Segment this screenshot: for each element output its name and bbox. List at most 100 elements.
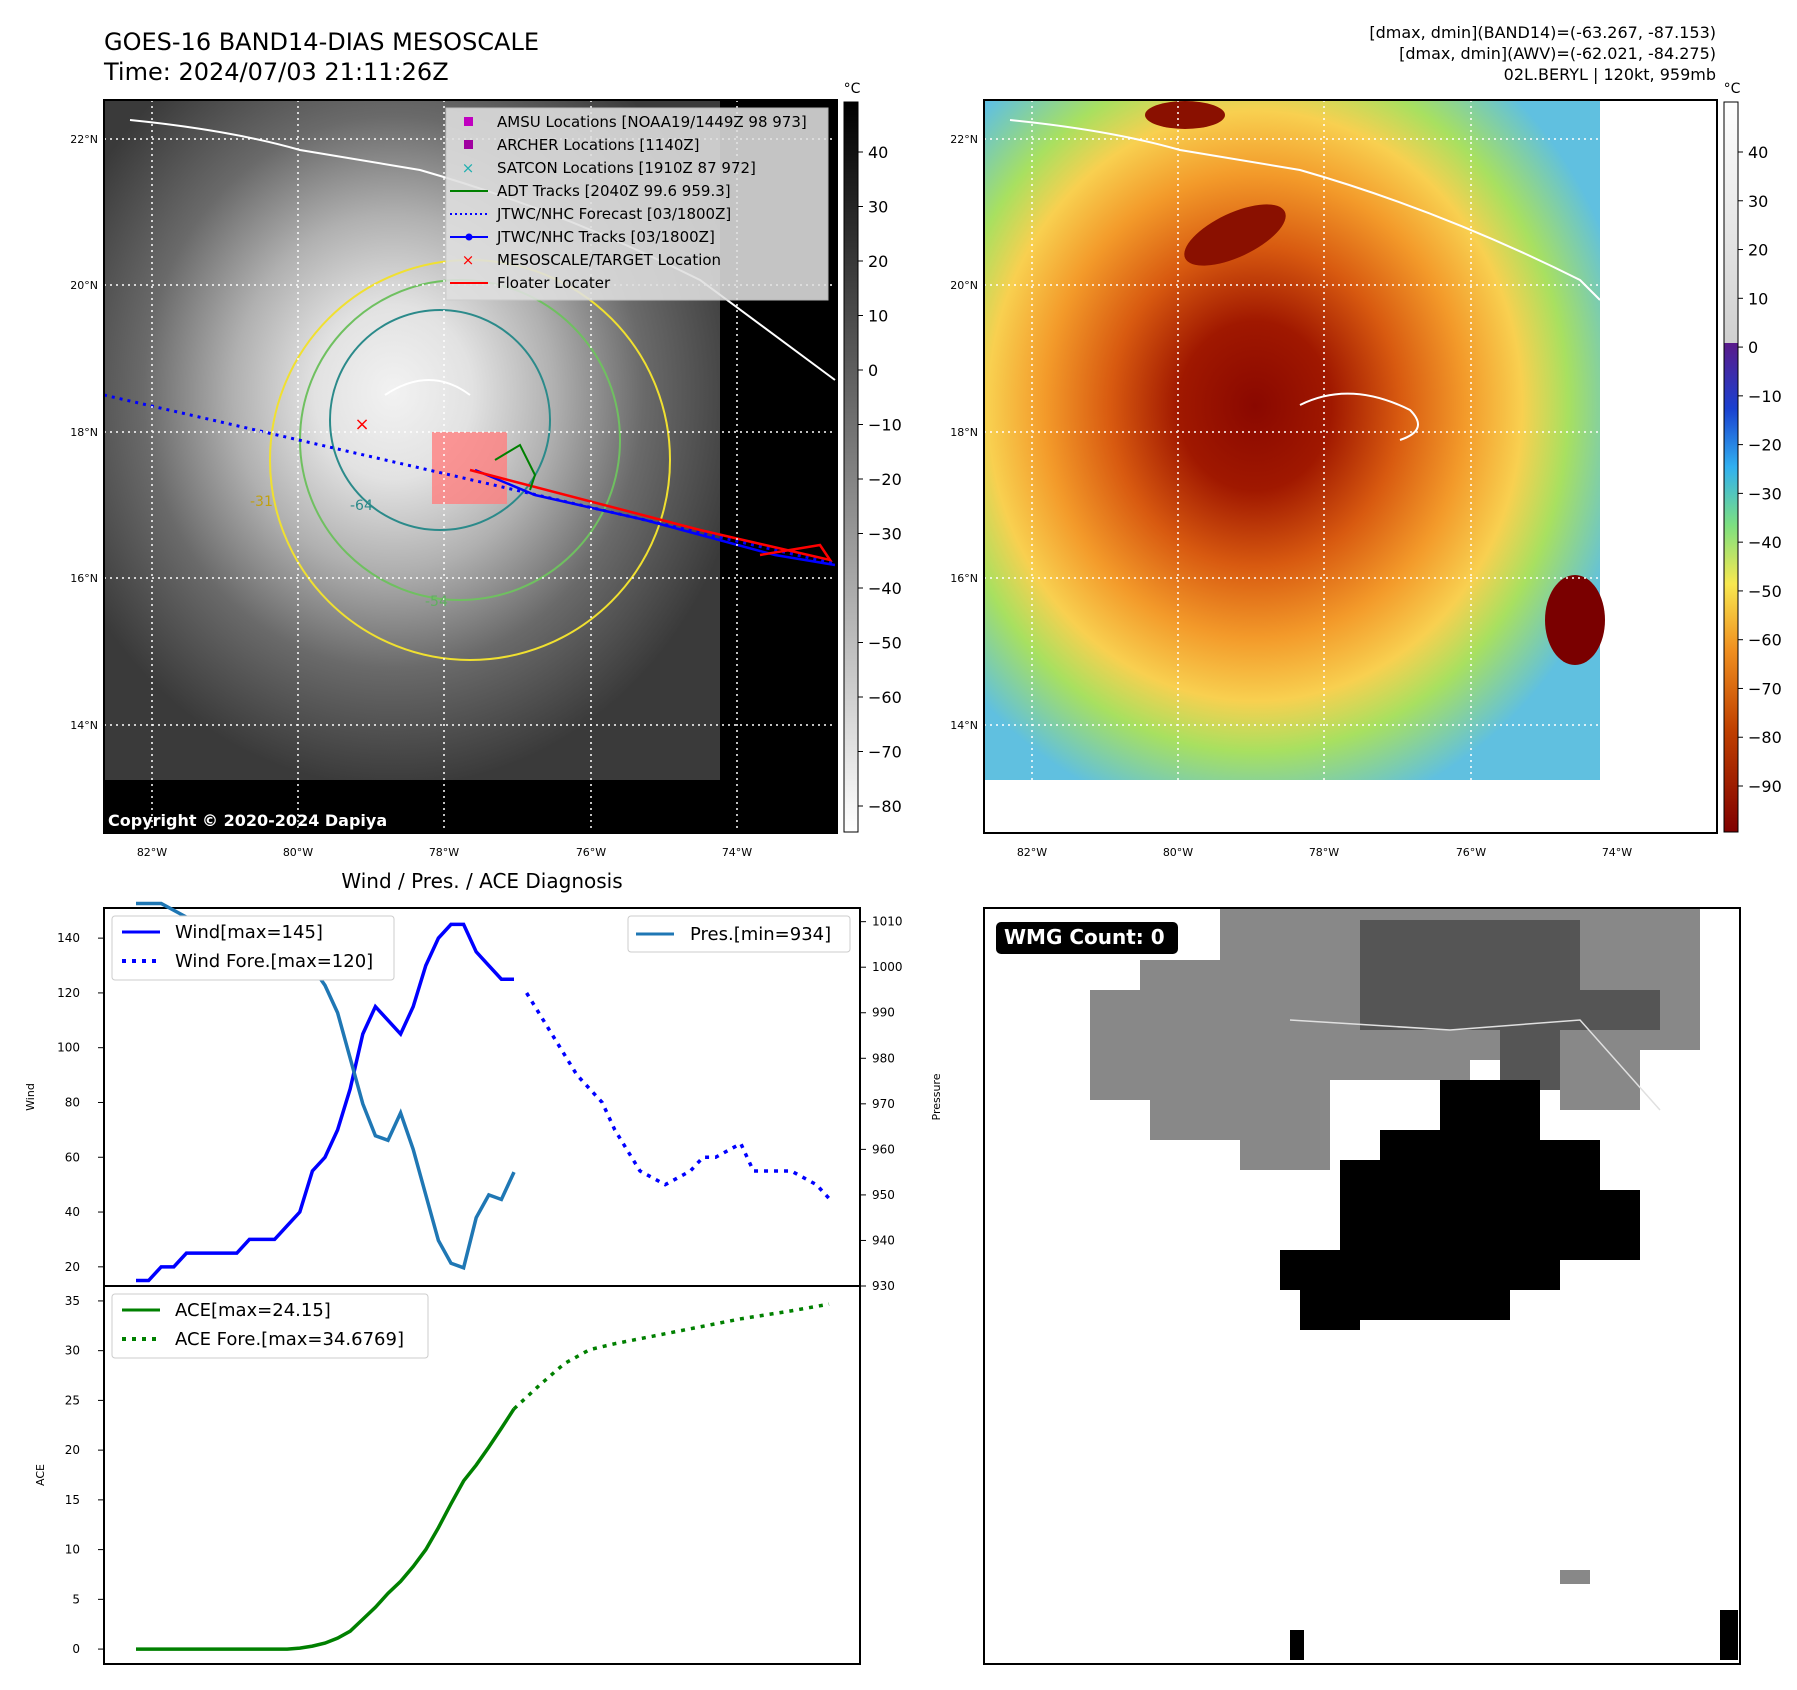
- legend-label: JTWC/NHC Tracks [03/1800Z]: [496, 228, 715, 246]
- axis-tick-label: 5: [72, 1592, 80, 1606]
- colorbar-tick-label: 20: [1748, 241, 1768, 260]
- color-image: [984, 100, 1600, 780]
- wmg-count-label: WMG Count: 0: [1004, 925, 1165, 949]
- colorbar-tick-label: 10: [868, 307, 888, 326]
- cold-cloud-southeast: [1545, 575, 1605, 665]
- colorbar-tick-label: −70: [1748, 679, 1782, 698]
- ace-axis-label: ACE: [34, 1464, 47, 1486]
- colorbar-tick-label: −60: [868, 688, 902, 707]
- color-lat-label: 20°N: [950, 279, 978, 292]
- axis-tick-label: 1010: [872, 915, 903, 929]
- legend-marker-square: [464, 117, 473, 126]
- color-gridlines: [984, 100, 1717, 833]
- legend-marker-square: [464, 140, 473, 149]
- colorbar-tick-label: −30: [868, 525, 902, 544]
- axis-tick-label: 990: [872, 1006, 895, 1020]
- color-lon-label: 82°W: [1017, 846, 1047, 859]
- legend-marker-x: ×: [462, 251, 475, 269]
- colorbar-tick-label: −60: [1748, 631, 1782, 650]
- ir-colorbar-ticks: 40 30 20 10 0 −10 −20 −30 −40 −50 −60 −70 −80: [858, 143, 902, 816]
- copyright-notice: Copyright © 2020-2024 Dapiya: [108, 811, 387, 830]
- wind-fore-legend-label: Wind Fore.[max=120]: [175, 951, 373, 972]
- contour-label-31: -31: [250, 494, 273, 510]
- cold-cloud-north: [1184, 204, 1286, 266]
- wmg-panel: WMG Count: 0: [983, 907, 1741, 1665]
- ace-fore-legend-label: ACE Fore.[max=34.6769]: [175, 1329, 404, 1350]
- colorbar-tick-label: −70: [868, 743, 902, 762]
- colorbar-tick-label: −80: [1748, 728, 1782, 747]
- legend-label: ARCHER Locations [1140Z]: [497, 136, 700, 154]
- jamaica-coast-color: [1299, 392, 1419, 441]
- series-line: [136, 922, 514, 1283]
- axis-tick-label: 970: [872, 1097, 895, 1111]
- legend-label: JTWC/NHC Forecast [03/1800Z]: [496, 205, 731, 223]
- axis-tick-label: 120: [57, 986, 80, 1000]
- contour-label-54: -54: [425, 594, 448, 610]
- colorbar-tick-label: 30: [868, 198, 888, 217]
- wind-legend: Wind[max=145] Wind Fore.[max=120]: [111, 915, 395, 981]
- colorbar-tick-label: −20: [1748, 436, 1782, 455]
- colorbar-tick-label: 10: [1748, 289, 1768, 308]
- wmg-dark-region: [1360, 920, 1660, 1090]
- ir-colorbar: [843, 101, 859, 833]
- series-line: [512, 1302, 830, 1411]
- wmg-cell: [1290, 1630, 1304, 1660]
- color-lat-label: 16°N: [950, 572, 978, 585]
- color-panel: 22°N 20°N 18°N 16°N 14°N 82°W 80°W 78°W …: [950, 81, 1782, 859]
- ir-legend: AMSU Locations [NOAA19/1449Z 98 973] ARCH…: [445, 107, 829, 301]
- colorbar-tick-label: 0: [1748, 338, 1758, 357]
- legend-label: Floater Locater: [497, 274, 611, 292]
- colorbar-tick-label: −20: [868, 470, 902, 489]
- ir-colorbar-unit: °C: [844, 81, 861, 97]
- ace-legend-box: [111, 1293, 429, 1359]
- wmg-cell: [1720, 1610, 1738, 1660]
- color-lon-label: 74°W: [1602, 846, 1632, 859]
- color-colorbar-ticks: 40 30 20 10 0 −10 −20 −30 −40 −50 −60 −70 −80 −90: [1738, 143, 1782, 796]
- legend-marker-x: ×: [462, 159, 475, 177]
- contour-labels: -31 -54 -64: [250, 494, 448, 610]
- ir-frame: [103, 99, 838, 834]
- diagnosis-ticks: 2040608010012014093094095096097098099010…: [57, 915, 902, 1656]
- axis-tick-label: 20: [65, 1443, 80, 1457]
- axis-tick-label: 950: [872, 1188, 895, 1202]
- ir-lat-label: 22°N: [70, 133, 98, 146]
- color-frame: [983, 99, 1718, 834]
- color-colorbar-unit: °C: [1724, 81, 1741, 97]
- wmg-black-region: [1280, 1080, 1640, 1330]
- axis-tick-label: 1000: [872, 960, 903, 974]
- pres-legend-label: Pres.[min=934]: [690, 924, 831, 945]
- ir-lat-label: 20°N: [70, 279, 98, 292]
- colorbar-tick-label: −30: [1748, 484, 1782, 503]
- series-line: [136, 1407, 516, 1651]
- color-lon-label: 78°W: [1309, 846, 1339, 859]
- ir-lon-label: 80°W: [283, 846, 313, 859]
- axis-tick-label: 15: [65, 1493, 80, 1507]
- color-lat-label: 22°N: [950, 133, 978, 146]
- colorbar-tick-label: −40: [1748, 533, 1782, 552]
- ir-lat-label: 18°N: [70, 426, 98, 439]
- axis-tick-label: 60: [65, 1150, 80, 1164]
- floater-track: [469, 468, 833, 562]
- colorbar-tick-label: −10: [1748, 387, 1782, 406]
- ir-lat-labels: 22°N 20°N 18°N 16°N 14°N: [70, 133, 98, 732]
- axis-tick-label: 930: [872, 1279, 895, 1293]
- color-lat-label: 18°N: [950, 426, 978, 439]
- ir-lon-label: 76°W: [576, 846, 606, 859]
- ir-lat-label: 16°N: [70, 572, 98, 585]
- info-line-2: [dmax, dmin](AWV)=(-62.021, -84.275): [1399, 44, 1716, 63]
- axis-tick-label: 10: [65, 1543, 80, 1557]
- ir-lon-label: 74°W: [722, 846, 752, 859]
- axis-tick-label: 960: [872, 1142, 895, 1156]
- legend-marker-dot: [465, 233, 473, 241]
- axis-tick-label: 140: [57, 931, 80, 945]
- colorbar-tick-label: −90: [1748, 777, 1782, 796]
- colorbar-tick-label: 20: [868, 252, 888, 271]
- color-lon-label: 76°W: [1456, 846, 1486, 859]
- best-track: [474, 468, 836, 567]
- axis-tick-label: 25: [65, 1393, 80, 1407]
- ace-legend-label: ACE[max=24.15]: [175, 1300, 331, 1321]
- color-colorbar: [1723, 101, 1739, 833]
- wind-axis-label: Wind: [24, 1083, 37, 1111]
- color-lon-label: 80°W: [1163, 846, 1193, 859]
- cold-cloud-top: [1145, 101, 1225, 129]
